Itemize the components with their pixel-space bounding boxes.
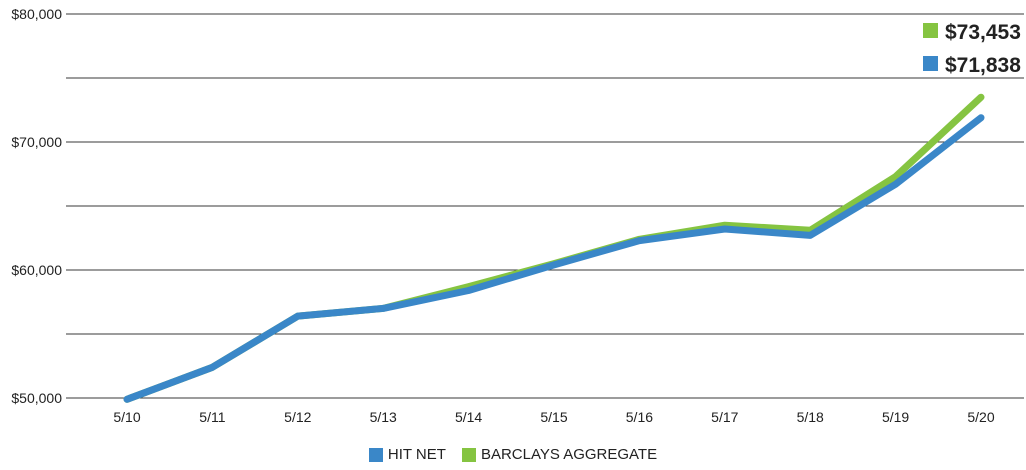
y-tick-label: $60,000 bbox=[11, 262, 62, 278]
x-tick-label: 5/18 bbox=[797, 409, 824, 425]
x-tick-label: 5/11 bbox=[199, 409, 225, 425]
x-tick-label: 5/14 bbox=[455, 409, 482, 425]
y-tick-label: $70,000 bbox=[11, 134, 62, 150]
series-line-barclays-aggregate bbox=[123, 93, 985, 403]
y-tick-label: $80,000 bbox=[11, 6, 62, 22]
end-label-swatch-hit-net bbox=[923, 56, 938, 71]
x-tick-label: 5/20 bbox=[967, 409, 994, 425]
x-tick-label: 5/19 bbox=[882, 409, 909, 425]
end-value-labels: $73,453 $71,838 bbox=[923, 21, 1021, 77]
legend-swatch-hit-net bbox=[368, 447, 383, 462]
legend-item-barclays-aggregate: BARCLAYS AGGREGATE bbox=[461, 446, 658, 463]
legend-label-barclays-aggregate: BARCLAYS AGGREGATE bbox=[480, 446, 658, 463]
x-tick-label: 5/10 bbox=[113, 409, 140, 425]
legend-label-hit-net: HIT NET bbox=[387, 446, 446, 463]
y-axis: $50,000 $60,000 $70,000 $80,000 bbox=[11, 6, 62, 406]
x-tick-label: 5/17 bbox=[711, 409, 738, 425]
y-tick-label: $50,000 bbox=[11, 390, 62, 406]
series-lines bbox=[123, 93, 985, 403]
legend-item-hit-net: HIT NET bbox=[368, 446, 446, 463]
x-tick-label: 5/12 bbox=[284, 409, 311, 425]
series-line-hit-net bbox=[123, 114, 985, 403]
x-axis: 5/10 5/11 5/12 5/13 5/14 5/15 5/16 5/17 5/18 5/19… bbox=[113, 409, 994, 425]
x-tick-label: 5/15 bbox=[540, 409, 567, 425]
end-label-swatch-barclays-aggregate bbox=[923, 23, 938, 38]
x-tick-label: 5/13 bbox=[370, 409, 397, 425]
end-label-hit-net: $71,838 bbox=[945, 54, 1021, 77]
x-tick-label: 5/16 bbox=[626, 409, 653, 425]
legend-swatch-barclays-aggregate bbox=[461, 447, 476, 462]
end-label-barclays-aggregate: $73,453 bbox=[945, 21, 1021, 44]
line-chart: $50,000$60,000$70,000$80,000 5/10 5/11 5/1… bbox=[11, 6, 1024, 425]
gridlines bbox=[66, 13, 1024, 399]
legend: HIT NET BARCLAYS AGGREGATE bbox=[0, 446, 1026, 463]
